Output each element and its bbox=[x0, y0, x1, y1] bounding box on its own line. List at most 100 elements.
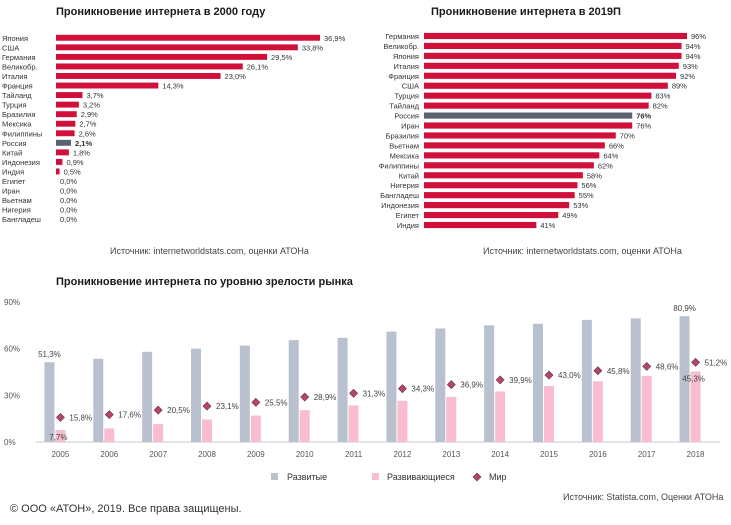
developing-bar bbox=[446, 396, 457, 442]
developed-bar bbox=[288, 340, 299, 442]
chart-2000-category-label: Нигерия bbox=[2, 206, 31, 215]
chart-2000-value-label: 3,7% bbox=[86, 91, 103, 100]
world-value-label: 51,2% bbox=[705, 358, 728, 367]
chart-2019-bar bbox=[424, 152, 600, 159]
world-value-label: 28,9% bbox=[314, 393, 337, 402]
chart-2019-value-label: 66% bbox=[609, 141, 624, 150]
chart-2000-bar bbox=[56, 101, 79, 108]
developing-bar bbox=[348, 405, 359, 442]
world-marker bbox=[642, 361, 652, 371]
chart-2019-category-label: Египет bbox=[396, 211, 420, 220]
chart-2000-value-label: 14,3% bbox=[162, 82, 184, 91]
chart-2019-category-label: Турция bbox=[394, 92, 419, 101]
maturity-year-label: 2013 bbox=[442, 450, 460, 459]
maturity-y-tick: 90% bbox=[4, 298, 20, 307]
chart-2019-bar bbox=[424, 122, 633, 129]
chart-2019-value-label: 49% bbox=[562, 211, 577, 220]
chart-2019-category-label: Италия bbox=[393, 62, 419, 71]
chart-2019-value-label: 56% bbox=[581, 181, 596, 190]
chart-2019-bar bbox=[424, 52, 682, 59]
chart-2000-value-label: 1,8% bbox=[73, 148, 90, 157]
world-value-label: 20,5% bbox=[167, 406, 190, 415]
world-value-label: 48,6% bbox=[656, 362, 679, 371]
legend-developing-swatch bbox=[372, 473, 379, 480]
developed-bar bbox=[44, 362, 55, 442]
chart-2000-bar bbox=[56, 139, 72, 146]
chart-2019-value-label: 82% bbox=[653, 102, 668, 111]
chart-2000-value-label: 36,9% bbox=[324, 34, 346, 43]
chart-2019-value-label: 96% bbox=[691, 32, 706, 41]
maturity-year-label: 2009 bbox=[247, 450, 265, 459]
chart-2019-category-label: Индия bbox=[397, 221, 419, 230]
maturity-year-label: 2017 bbox=[638, 450, 656, 459]
world-value-label: 25,5% bbox=[265, 398, 288, 407]
developing-bar bbox=[641, 375, 652, 442]
world-value-label: 17,6% bbox=[118, 411, 141, 420]
developing-value-label: 7,7% bbox=[49, 433, 67, 442]
chart-2019-value-label: 83% bbox=[655, 92, 670, 101]
world-value-label: 43,0% bbox=[558, 371, 581, 380]
chart-2019-category-label: Бразилия bbox=[386, 131, 419, 140]
world-marker bbox=[300, 392, 310, 402]
world-marker bbox=[202, 401, 212, 411]
developing-bar bbox=[55, 430, 66, 442]
legend-world-swatch bbox=[472, 472, 482, 482]
chart-2000-bar bbox=[56, 149, 69, 156]
chart-2019-category-label: Китай bbox=[399, 171, 419, 180]
chart-2019-value-label: 94% bbox=[686, 42, 701, 51]
developed-bar bbox=[386, 331, 397, 442]
world-value-label: 23,1% bbox=[216, 402, 239, 411]
maturity-year-label: 2005 bbox=[52, 450, 70, 459]
chart-2000-value-label: 2,9% bbox=[81, 110, 98, 119]
chart-2000-bar bbox=[56, 120, 76, 127]
maturity-year-label: 2010 bbox=[296, 450, 314, 459]
maturity-chart-source: Источник: Statista.com, Оценки АТОНа bbox=[563, 492, 724, 502]
developed-bar bbox=[93, 358, 104, 442]
chart-2000-category-label: Турция bbox=[2, 101, 27, 110]
developing-bar bbox=[690, 371, 701, 442]
chart-2019-category-label: Бангладеш bbox=[380, 191, 419, 200]
developing-bar bbox=[250, 415, 261, 442]
chart-2000-value-label: 0,9% bbox=[66, 158, 83, 167]
chart-2000-title: Проникновение интернета в 2000 году bbox=[56, 6, 266, 18]
chart-2019-value-label: 93% bbox=[683, 62, 698, 71]
chart-2019-value-label: 76% bbox=[636, 122, 651, 131]
developing-bar bbox=[104, 428, 115, 442]
chart-2019-value-label: 55% bbox=[579, 191, 594, 200]
developed-bar bbox=[630, 318, 641, 442]
chart-2019-value-label: 70% bbox=[620, 131, 635, 140]
chart-2019-value-label: 58% bbox=[587, 171, 602, 180]
world-value-label: 36,9% bbox=[460, 381, 483, 390]
chart-2019-value-label: 92% bbox=[680, 72, 695, 81]
maturity-y-tick: 0% bbox=[4, 438, 16, 447]
developing-bar bbox=[299, 410, 310, 442]
chart-2000-value-label: 29,5% bbox=[271, 53, 293, 62]
chart-2000-category-label: Япония bbox=[2, 34, 28, 43]
developed-bar bbox=[239, 345, 250, 442]
world-value-label: 34,3% bbox=[411, 385, 434, 394]
chart-2000-bar bbox=[56, 73, 221, 79]
maturity-year-label: 2011 bbox=[345, 450, 363, 459]
world-marker bbox=[251, 397, 261, 407]
chart-2019-bar bbox=[424, 172, 583, 179]
legend-developed-swatch bbox=[271, 473, 278, 480]
chart-2019-source: Источник: internetworldstats.com, оценки… bbox=[483, 246, 682, 256]
developing-bar bbox=[202, 419, 212, 442]
chart-2000-value-label: 33,8% bbox=[302, 43, 324, 52]
chart-2000-value-label: 0,0% bbox=[60, 187, 77, 196]
chart-2019-bar bbox=[424, 62, 679, 69]
chart-2019-bar bbox=[424, 211, 559, 219]
chart-2019-category-label: Япония bbox=[393, 52, 419, 61]
chart-2000-value-label: 2,6% bbox=[79, 129, 96, 138]
chart-2019-bar bbox=[424, 112, 633, 119]
chart-2000-value-label: 26,1% bbox=[247, 62, 269, 71]
chart-2019-title: Проникновение интернета в 2019П bbox=[431, 6, 621, 18]
developed-bar bbox=[533, 323, 543, 442]
chart-2000-bar bbox=[56, 34, 320, 41]
chart-2000-category-label: Вьетнам bbox=[2, 196, 32, 205]
chart-2000-bar bbox=[56, 92, 83, 99]
chart-2019-category-label: Франция bbox=[388, 72, 419, 81]
developed-bar bbox=[435, 328, 446, 442]
world-marker bbox=[495, 375, 505, 385]
